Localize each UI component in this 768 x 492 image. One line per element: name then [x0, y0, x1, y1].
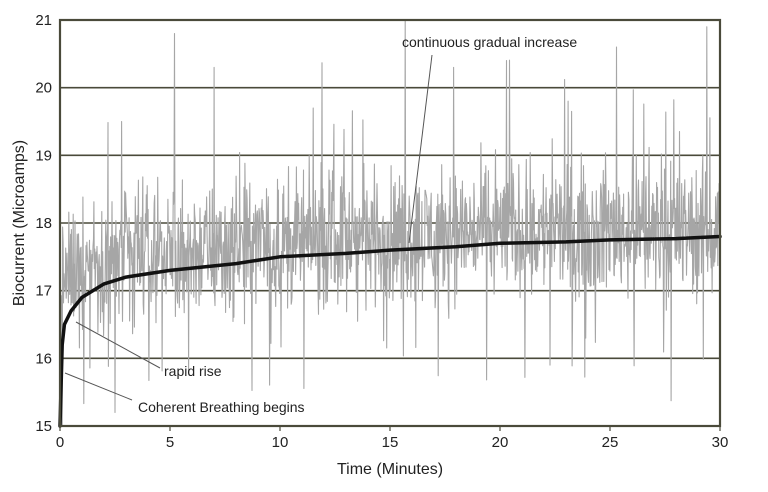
annotation-leader-gradual: [408, 54, 433, 244]
raw-signal-line: [59, 19, 721, 427]
y-tick-label-18: 18: [35, 215, 52, 232]
y-tick-label-17: 17: [35, 283, 52, 300]
annotation-coherent-breathing: Coherent Breathing begins: [138, 399, 305, 415]
raw-signal-series: [59, 19, 721, 427]
y-tick-label-19: 19: [35, 147, 52, 164]
x-axis-title: Time (Minutes): [337, 461, 443, 478]
y-tick-label-15: 15: [35, 418, 52, 435]
annotation-rapid-rise: rapid rise: [164, 363, 222, 379]
x-tick-label-10: 10: [272, 434, 289, 451]
y-tick-label-16: 16: [35, 350, 52, 367]
x-tick-label-15: 15: [382, 434, 399, 451]
annotation-leader-rapid: [75, 321, 161, 369]
trend-line: [58, 234, 722, 428]
x-tick-label-5: 5: [166, 434, 174, 451]
annotations: continuous gradual increase rapid rise C…: [64, 34, 577, 415]
y-tick-label-21: 21: [35, 12, 52, 29]
x-tick-label-20: 20: [492, 434, 509, 451]
x-tick-label-0: 0: [56, 434, 64, 451]
annotation-gradual: continuous gradual increase: [402, 34, 577, 50]
y-tick-label-20: 20: [35, 80, 52, 97]
x-tick-label-25: 25: [602, 434, 619, 451]
annotation-leader-coherent: [64, 372, 133, 401]
x-tick-label-30: 30: [712, 434, 729, 451]
y-axis-title: Biocurrent (Microamps): [11, 140, 28, 306]
axis-ticks: 0 5 10 15 20 25 30 15 16 17 18 19 20 21: [35, 12, 728, 451]
